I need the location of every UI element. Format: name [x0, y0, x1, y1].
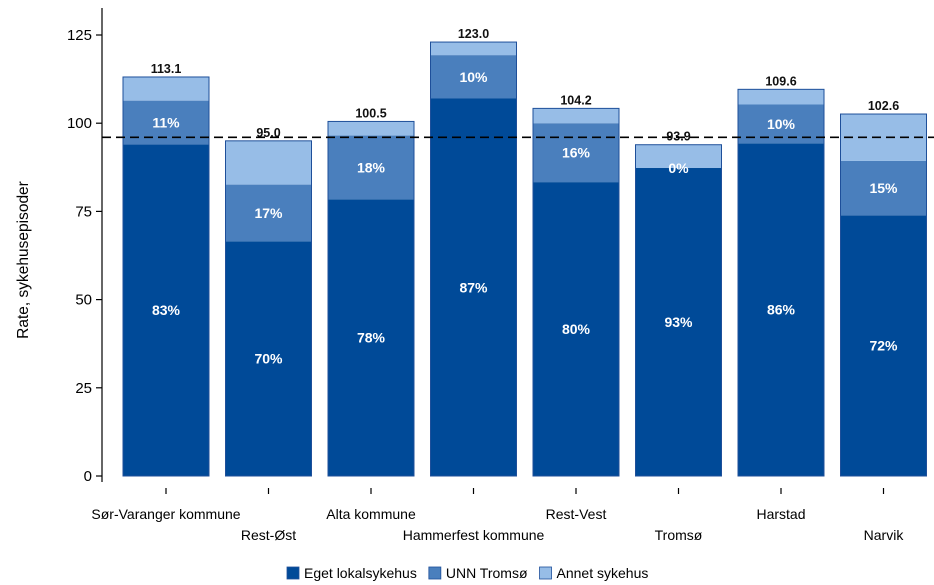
segment-percent-label: 17%	[254, 205, 283, 221]
bar-segment	[840, 160, 927, 216]
legend-swatch	[286, 566, 300, 580]
bar-labels: 83% 11% 113.1 70% 17% 95.0 78% 18% 100.5 87% 10% 12…	[151, 27, 899, 367]
bar-segment	[123, 76, 209, 101]
segment-percent-label: 86%	[767, 302, 796, 318]
bar-outline	[122, 76, 210, 477]
y-tick-label: 75	[75, 203, 92, 220]
segment-percent-label: 18%	[357, 159, 386, 175]
segment-percent-label: 0%	[668, 160, 689, 176]
segment-percent-label: 10%	[767, 116, 796, 132]
bar-segment	[225, 241, 312, 476]
bar-outline	[327, 120, 415, 477]
bar-total-label: 109.6	[765, 74, 796, 88]
segment-percent-label: 78%	[357, 330, 386, 346]
y-tick-label: 0	[84, 468, 92, 485]
bar-segment	[738, 89, 824, 105]
bar-segment	[738, 143, 824, 476]
bars	[122, 41, 927, 477]
bar-outline	[225, 140, 312, 477]
y-axis-label: Rate, sykehusepisoder	[15, 181, 32, 339]
segment-percent-label: 15%	[869, 180, 898, 196]
bar-segment	[533, 108, 619, 124]
bar-total-label: 113.1	[151, 62, 182, 76]
bar-segment	[430, 98, 517, 476]
bar-total-label: 100.5	[355, 106, 386, 120]
segment-percent-label: 93%	[664, 314, 693, 330]
x-tick-label: Harstad	[756, 506, 805, 522]
legend-label: Eget lokalsykehus	[304, 565, 417, 581]
bar-total-label: 104.2	[560, 93, 591, 107]
bar-segment	[533, 123, 619, 183]
bar-outline	[840, 113, 927, 477]
bar-segment	[533, 182, 619, 476]
bar-outline	[635, 144, 722, 477]
y-axis: 0 25 50 75 100 125	[67, 8, 103, 485]
segment-percent-label: 11%	[152, 114, 180, 130]
bar-total-label: 102.6	[868, 99, 899, 113]
bar-segment	[635, 144, 722, 169]
y-tick-label: 125	[67, 27, 92, 44]
bar-outline	[737, 88, 825, 477]
bar-segment	[225, 140, 312, 185]
segment-percent-label: 83%	[152, 302, 181, 318]
legend: Eget lokalsykehus UNN Tromsø Annet sykehus	[286, 565, 649, 581]
bar-total-label: 123.0	[458, 27, 489, 41]
segment-percent-label: 80%	[562, 321, 591, 337]
bar-segment	[328, 121, 414, 136]
x-tick-label: Tromsø	[655, 527, 703, 543]
y-tick-label: 100	[67, 115, 92, 132]
x-tick-label: Rest-Øst	[241, 527, 296, 543]
x-tick-label: Hammerfest kommune	[403, 527, 545, 543]
bar-outline	[532, 107, 620, 477]
segment-percent-label: 16%	[562, 145, 591, 161]
x-tick-label: Alta kommune	[326, 506, 416, 522]
bar-segment	[840, 215, 927, 476]
bar-segment	[635, 168, 722, 476]
bar-segment	[123, 144, 209, 477]
bar-segment	[328, 135, 414, 200]
segment-percent-label: 87%	[459, 279, 488, 295]
segment-percent-label: 70%	[254, 351, 283, 367]
legend-swatch	[539, 566, 552, 580]
bar-outline	[430, 41, 517, 477]
legend-label: UNN Tromsø	[446, 565, 528, 581]
legend-swatch	[428, 566, 442, 580]
bar-segment	[430, 42, 517, 56]
x-tick-label: Sør-Varanger kommune	[91, 506, 240, 522]
y-tick-label: 25	[75, 380, 92, 397]
segment-percent-label: 72%	[869, 338, 898, 354]
bar-segment	[840, 114, 927, 161]
bar-total-label: 95.0	[256, 126, 280, 140]
y-tick-label: 50	[75, 292, 92, 309]
bar-segment	[328, 199, 414, 477]
legend-label: Annet sykehus	[557, 565, 649, 581]
segment-percent-label: 10%	[459, 69, 488, 85]
bar-segment	[430, 55, 517, 99]
bar-segment	[225, 184, 312, 242]
x-tick-label: Narvik	[864, 527, 905, 543]
x-tick-label: Rest-Vest	[546, 506, 607, 522]
